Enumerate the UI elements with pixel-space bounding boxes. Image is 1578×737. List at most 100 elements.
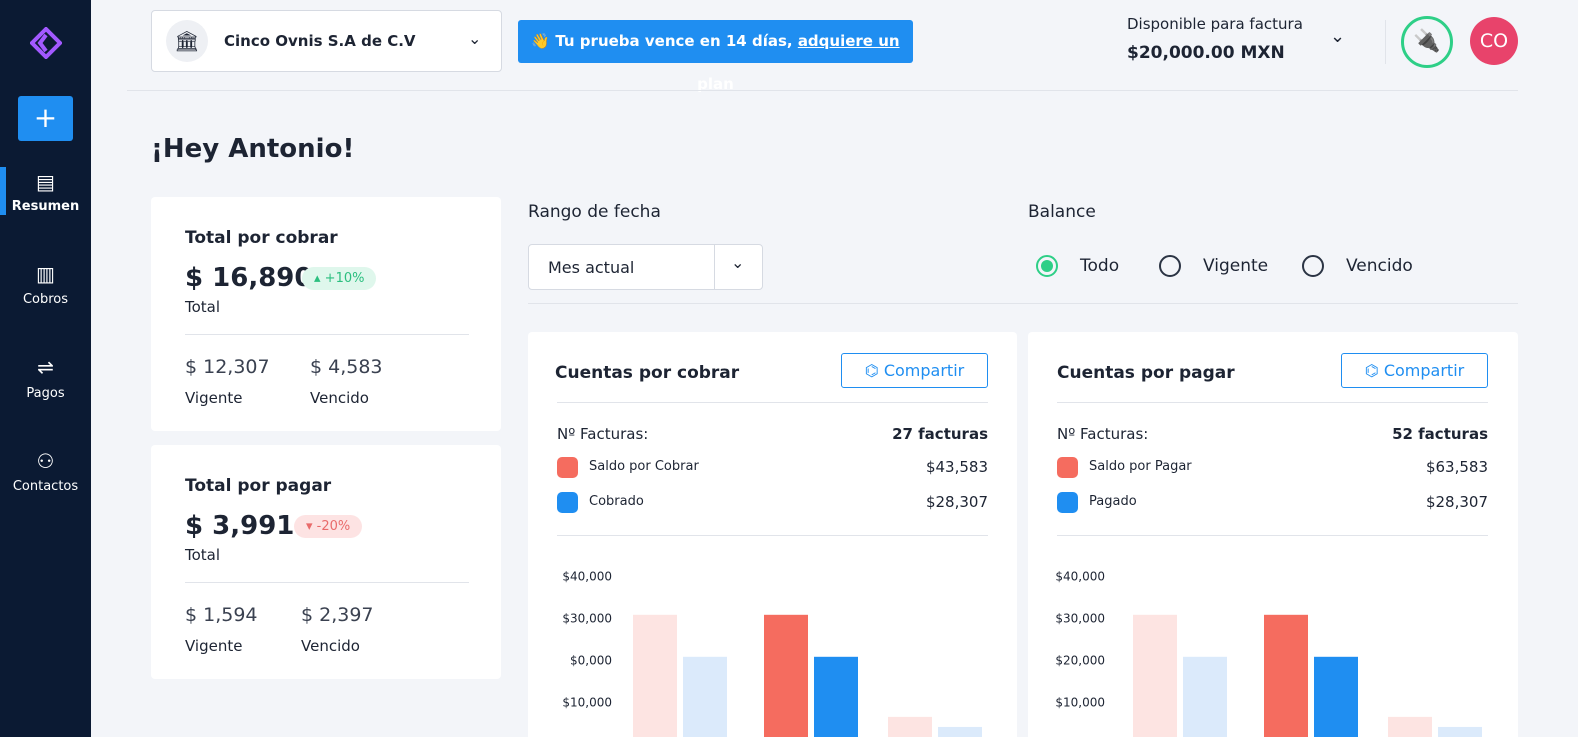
divider [714, 245, 715, 289]
icon: ⇌ [37, 355, 54, 379]
card-title: Total por cobrar [185, 228, 338, 248]
y-tick-label: $10,000 [562, 696, 612, 710]
radio[interactable] [1159, 255, 1181, 277]
legend-swatch [557, 457, 578, 478]
share-label: Compartir [1383, 361, 1465, 380]
radio-label[interactable]: Vigente [1203, 256, 1269, 276]
chevron[interactable]: ⌄ [1330, 26, 1346, 47]
share-icon: ⌬ [1364, 361, 1384, 380]
nav-item[interactable]: Resumen [11, 199, 80, 214]
divider [557, 535, 988, 536]
legend-label: Saldo por Pagar [1089, 459, 1192, 474]
share-icon: ⌬ [864, 361, 884, 380]
sub-label: Vencido [310, 389, 369, 407]
sub-label: Vigente [185, 637, 243, 655]
divider [557, 402, 988, 403]
share-label: Compartir [883, 361, 965, 380]
divider [528, 303, 1518, 304]
nav-item[interactable]: Pagos [26, 386, 65, 401]
total-label: Total [185, 546, 221, 564]
legend-label: Cobrado [589, 494, 644, 509]
sub-label: Vencido [301, 637, 360, 655]
filter-label: Rango de fecha [528, 202, 661, 222]
radio-label[interactable]: Todo [1080, 256, 1120, 276]
y-tick-label: $40,000 [1055, 570, 1105, 584]
legend-swatch [1057, 492, 1078, 513]
radio[interactable] [1302, 255, 1324, 277]
divider [185, 334, 469, 335]
sub-amount: $ 2,397 [301, 604, 374, 626]
change-pill: ▴ +10% [302, 267, 377, 290]
bar [1438, 726, 1482, 737]
divider [185, 582, 469, 583]
count-label: Nº Facturas: [1057, 425, 1149, 443]
y-tick-label: $30,000 [1055, 612, 1105, 626]
trial-link[interactable]: adquiere un plan [697, 32, 900, 93]
legend-label: Pagado [1089, 494, 1137, 509]
bar [1183, 656, 1227, 737]
connection-icon[interactable]: 🔌 [1401, 16, 1453, 68]
icon: ▥ [36, 262, 55, 286]
panel-title: Cuentas por cobrar [555, 363, 740, 383]
arrow: ▴ [314, 271, 325, 286]
icon: ▤ [36, 170, 55, 194]
available-amount: $20,000.00 MXN [1127, 43, 1285, 63]
chevron: ⌄ [468, 29, 482, 48]
sub-amount: $ 4,583 [310, 356, 383, 378]
legend-amount: $28,307 [1425, 493, 1488, 511]
divider [1385, 20, 1386, 64]
legend-amount: $43,583 [925, 458, 988, 476]
share-button[interactable]: ⌬ Compartir [1341, 353, 1488, 388]
change: -20% [316, 519, 351, 534]
legend-label: Saldo por Cobrar [589, 459, 699, 474]
change: +10% [324, 271, 365, 286]
legend-amount: $63,583 [1425, 458, 1488, 476]
bar [888, 716, 932, 737]
nav-item[interactable]: Contactos [12, 479, 79, 494]
share-button[interactable]: ⌬ Compartir [841, 353, 988, 388]
company-select[interactable]: 🏛 Cinco Ovnis S.A de C.V ⌄ [151, 10, 502, 72]
company-name: Cinco Ovnis S.A de C.V [224, 32, 416, 50]
logo [30, 27, 62, 59]
panel-title: Cuentas por pagar [1057, 363, 1235, 383]
legend-swatch [1057, 457, 1078, 478]
total-label: Total [185, 298, 221, 316]
avatar[interactable]: CO [1470, 17, 1518, 65]
divider [127, 90, 1518, 91]
bar [1388, 716, 1432, 737]
y-tick-label: $20,000 [1055, 654, 1105, 668]
bar [1264, 614, 1308, 737]
add-button[interactable]: + [18, 96, 73, 141]
legend-swatch [557, 492, 578, 513]
date-select[interactable]: Mes actual ⌄ [528, 244, 763, 290]
greeting: ¡Hey Antonio! [151, 134, 355, 164]
y-tick-label: $10,000 [1055, 696, 1105, 710]
bar [1314, 656, 1358, 737]
trial-text: 👋 Tu prueba vence en 14 días, [531, 32, 798, 50]
radio[interactable] [1036, 255, 1058, 277]
date-value: Mes actual [548, 258, 635, 277]
card-title: Total por pagar [185, 476, 332, 496]
amount: $ 16,890 [185, 263, 313, 293]
summary-card [151, 197, 501, 431]
y-tick-label: $30,000 [562, 612, 612, 626]
sub-amount: $ 1,594 [185, 604, 258, 626]
icon: ⚇ [36, 449, 55, 473]
arrow: ▾ [306, 519, 317, 534]
radio-label[interactable]: Vencido [1346, 256, 1413, 276]
bar [1133, 614, 1177, 737]
bar [938, 726, 982, 737]
legend-amount: $28,307 [925, 493, 988, 511]
bar [683, 656, 727, 737]
divider [1057, 402, 1488, 403]
summary-card [151, 445, 501, 679]
amount: $ 3,991 [185, 511, 295, 541]
chevron: ⌄ [731, 253, 745, 272]
y-tick-label: $40,000 [562, 570, 612, 584]
sub-label: Vigente [185, 389, 243, 407]
nav-item[interactable]: Cobros [22, 292, 69, 307]
filter-label: Balance [1028, 202, 1096, 222]
bar [633, 614, 677, 737]
